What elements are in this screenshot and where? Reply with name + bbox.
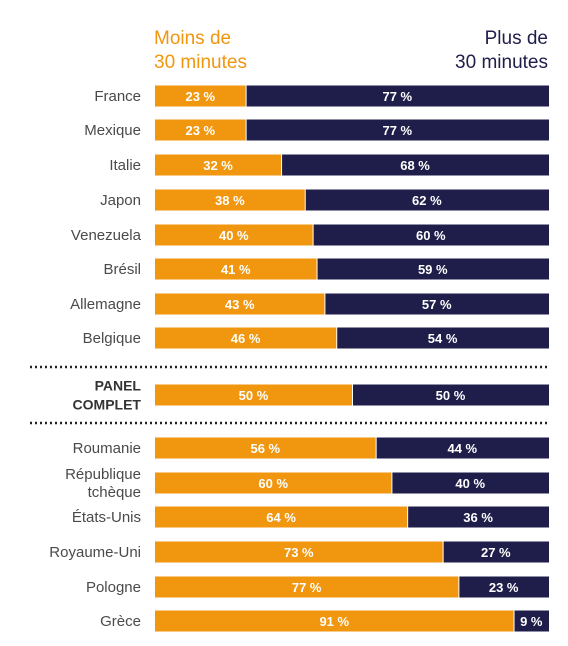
category-label: Grèce (100, 613, 141, 630)
category-label: Roumanie (73, 440, 141, 457)
value-label-over-30: 77 % (382, 89, 412, 104)
bar-under-30 (155, 293, 325, 315)
bar-over-30 (459, 576, 549, 598)
bar-under-30 (155, 85, 246, 107)
value-label-over-30: 23 % (489, 580, 519, 595)
bar-over-30 (392, 472, 549, 494)
bar-under-30 (155, 472, 392, 494)
value-label-under-30: 91 % (319, 614, 349, 629)
bar-under-30 (155, 258, 317, 280)
bar-over-30 (353, 384, 549, 406)
value-label-under-30: 77 % (292, 580, 322, 595)
value-label-under-30: 23 % (185, 89, 215, 104)
category-label: Brésil (103, 261, 141, 278)
category-label: Pologne (86, 579, 141, 596)
category-label: Belgique (83, 330, 141, 347)
category-label: France (94, 88, 141, 105)
bar-under-30 (155, 610, 514, 632)
bar-under-30 (155, 384, 352, 406)
category-label: Mexique (84, 122, 141, 139)
legend-under-30: Moins de 30 minutes (154, 27, 247, 75)
bar-under-30 (155, 506, 408, 528)
category-label: Venezuela (71, 227, 142, 244)
legend-over-30-line2: 30 minutes (455, 52, 548, 73)
bar-under-30 (155, 119, 246, 141)
bar-over-30 (282, 154, 549, 176)
value-label-under-30: 32 % (203, 158, 233, 173)
value-label-under-30: 23 % (185, 123, 215, 138)
bar-over-30 (305, 189, 549, 211)
bar-under-30 (155, 437, 376, 459)
category-label: Japon (100, 192, 141, 209)
value-label-over-30: 60 % (416, 228, 446, 243)
bar-over-30 (337, 327, 549, 349)
value-label-over-30: 68 % (400, 158, 430, 173)
bar-over-30 (514, 610, 549, 632)
value-label-under-30: 40 % (219, 228, 249, 243)
bar-under-30 (155, 189, 305, 211)
category-label: République tchèque (65, 466, 141, 501)
value-label-over-30: 62 % (412, 193, 442, 208)
category-label: États-Unis (72, 509, 141, 526)
bar-under-30 (155, 576, 459, 598)
value-label-under-30: 60 % (258, 476, 288, 491)
bar-over-30 (325, 293, 549, 315)
category-label: Allemagne (70, 296, 141, 313)
bar-under-30 (155, 154, 282, 176)
value-label-over-30: 27 % (481, 545, 511, 560)
bar-over-30 (376, 437, 549, 459)
bar-over-30 (246, 119, 549, 141)
bar-under-30 (155, 541, 443, 563)
value-label-over-30: 77 % (382, 123, 412, 138)
legend-over-30: Plus de 30 minutes (455, 27, 548, 75)
value-label-over-30: 36 % (463, 510, 493, 525)
value-label-under-30: 43 % (225, 297, 255, 312)
value-label-under-30: 50 % (239, 388, 269, 403)
category-label: PANEL COMPLET (73, 378, 142, 413)
bar-under-30 (155, 224, 313, 246)
value-label-under-30: 64 % (266, 510, 296, 525)
bar-over-30 (317, 258, 549, 280)
bar-over-30 (313, 224, 549, 246)
bar-over-30 (408, 506, 549, 528)
value-label-under-30: 46 % (231, 331, 261, 346)
value-label-over-30: 44 % (447, 441, 477, 456)
legend-under-30-line2: 30 minutes (154, 52, 247, 73)
value-label-over-30: 9 % (520, 614, 543, 629)
value-label-under-30: 73 % (284, 545, 314, 560)
legend-under-30-line1: Moins de (154, 28, 232, 49)
bar-over-30 (443, 541, 549, 563)
category-label: Royaume-Uni (49, 544, 141, 561)
bar-under-30 (155, 327, 337, 349)
bar-over-30 (246, 85, 549, 107)
category-label: Italie (109, 157, 141, 174)
value-label-over-30: 54 % (428, 331, 458, 346)
value-label-over-30: 50 % (436, 388, 466, 403)
value-label-under-30: 38 % (215, 193, 245, 208)
value-label-under-30: 41 % (221, 262, 251, 277)
legend-over-30-line1: Plus de (484, 28, 548, 49)
value-label-under-30: 56 % (250, 441, 280, 456)
value-label-over-30: 59 % (418, 262, 448, 277)
value-label-over-30: 40 % (455, 476, 485, 491)
value-label-over-30: 57 % (422, 297, 452, 312)
